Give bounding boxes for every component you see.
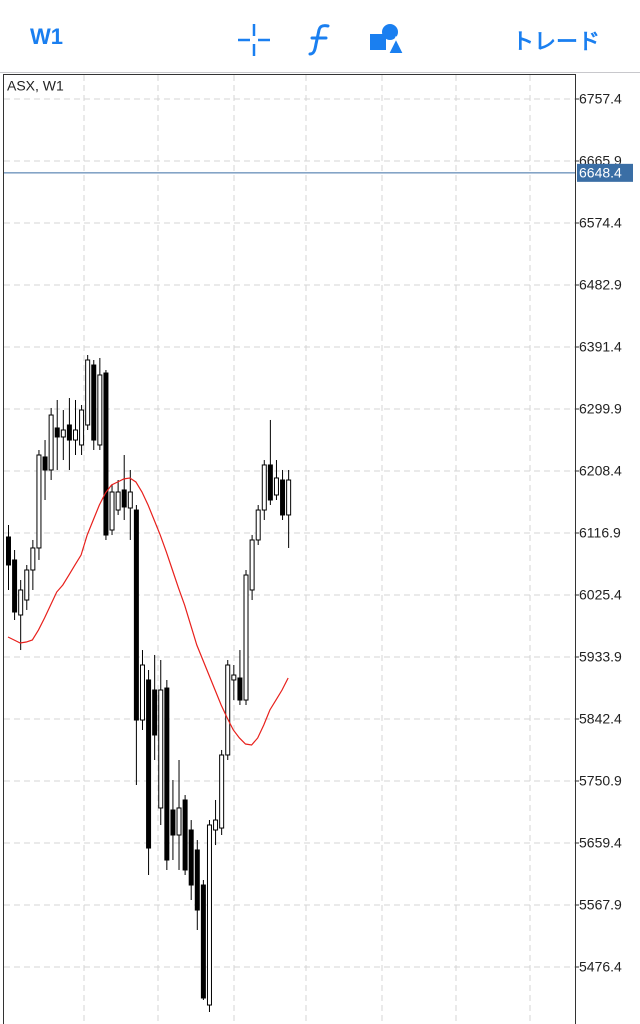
current-price-badge <box>577 163 633 182</box>
candle-body <box>18 589 24 616</box>
candle-body <box>200 884 206 999</box>
candle-body <box>280 479 286 516</box>
candle-body <box>109 491 115 531</box>
y-tick-label: 6025.4 <box>579 587 622 603</box>
y-tick-label: 6757.4 <box>579 91 622 107</box>
candle-body <box>30 547 36 571</box>
y-tick-label: 5659.4 <box>579 835 622 851</box>
candle-body <box>286 479 292 516</box>
y-tick-label: 6208.4 <box>579 463 622 479</box>
chart-frame <box>3 74 576 1024</box>
timeframe-button[interactable]: W1 <box>30 24 63 49</box>
candle-body <box>249 539 255 591</box>
candle-body <box>42 456 48 471</box>
candle-body <box>72 429 78 441</box>
candle-body <box>127 491 133 509</box>
candle-body <box>146 679 152 849</box>
candle-body <box>115 491 121 511</box>
candle-body <box>60 429 66 438</box>
candle-body <box>255 509 261 541</box>
candle-body <box>182 799 188 871</box>
candle-body <box>237 677 243 701</box>
y-tick-label: 5842.4 <box>579 711 622 727</box>
y-tick-label: 6116.9 <box>579 525 621 541</box>
candle-body <box>206 824 212 1006</box>
candle-body <box>267 464 273 501</box>
candle-body <box>194 849 200 911</box>
y-tick-label: 5567.9 <box>579 897 622 913</box>
candle-body <box>170 809 176 836</box>
candle-body <box>66 424 72 441</box>
crosshair-button[interactable] <box>236 22 272 58</box>
candle-body <box>36 454 42 549</box>
candle-body <box>231 674 237 681</box>
candle-body <box>188 829 194 886</box>
toolbar: W1 トレード <box>0 0 640 73</box>
candle-body <box>273 477 279 496</box>
current-price-label: 6648.4 <box>579 165 622 181</box>
candle-body <box>48 414 54 471</box>
y-tick-label: 6482.9 <box>579 277 622 293</box>
candle-body <box>219 754 225 829</box>
chart: ASX, W1 6757.46665.96574.46482.96391.462… <box>3 74 633 1024</box>
candle-body <box>261 464 267 511</box>
candle-body <box>139 664 145 721</box>
y-tick-label: 6299.9 <box>579 401 622 417</box>
y-tick-label: 5750.9 <box>579 773 622 789</box>
candle-body <box>164 687 170 861</box>
trade-button[interactable]: トレード <box>512 29 601 54</box>
indicators-button[interactable] <box>304 22 334 58</box>
moving-average-line <box>7 477 289 746</box>
vertical-grid <box>83 75 531 1024</box>
y-tick-label: 5933.9 <box>579 649 622 665</box>
candle-body <box>91 364 97 441</box>
y-tick-label: 6391.4 <box>579 339 622 355</box>
candle-body <box>152 689 158 736</box>
candle-body <box>176 807 182 836</box>
candle-body <box>133 509 139 721</box>
candle-body <box>243 574 249 701</box>
candle-body <box>6 536 11 566</box>
candle-body <box>54 427 60 438</box>
candle-body <box>121 489 127 508</box>
candle-body <box>225 664 231 756</box>
objects-button[interactable] <box>368 22 404 58</box>
candle-body <box>85 359 91 426</box>
y-tick-label: 5476.4 <box>579 959 622 975</box>
candle-body <box>97 374 103 446</box>
chart-title: ASX, W1 <box>7 78 64 94</box>
candle-body <box>213 819 219 831</box>
candle-body <box>12 559 18 613</box>
candle-body <box>79 409 85 446</box>
candle-body <box>24 569 30 601</box>
candle-body <box>103 372 109 536</box>
y-tick-label: 6574.4 <box>579 215 622 231</box>
candle-body <box>158 689 164 809</box>
